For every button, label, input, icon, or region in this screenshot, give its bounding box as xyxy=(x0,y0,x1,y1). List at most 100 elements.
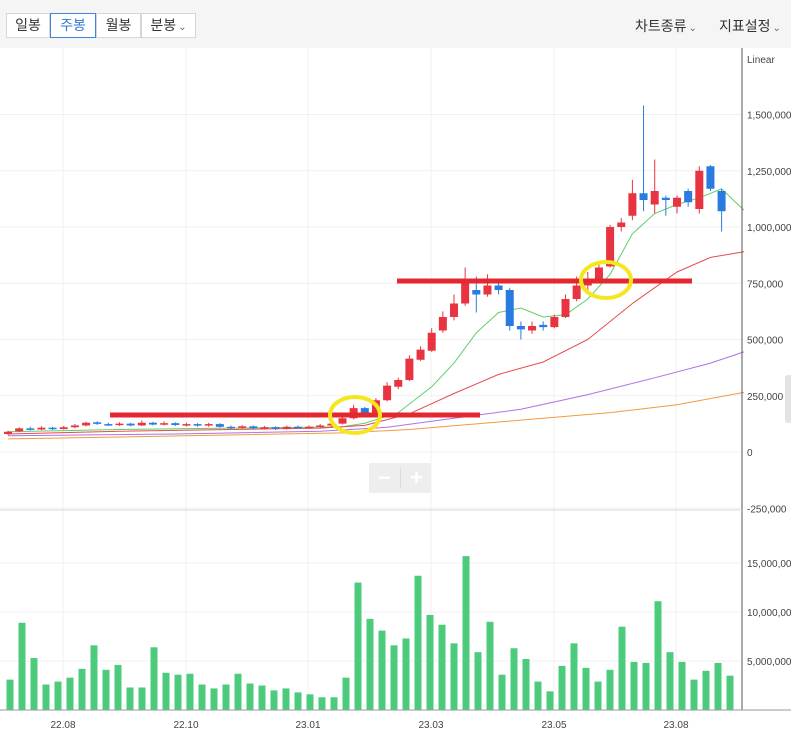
volume-tick-label: 10,000,000 xyxy=(747,608,791,619)
candle-body xyxy=(238,426,247,428)
candle-body xyxy=(427,332,436,351)
date-tick-label: 23.05 xyxy=(541,720,566,731)
volume-series xyxy=(6,556,734,710)
volume-bar xyxy=(714,662,722,710)
volume-bar xyxy=(582,667,590,710)
volume-bar xyxy=(558,665,566,710)
volume-bar xyxy=(30,658,38,710)
volume-tick-label: 5,000,000 xyxy=(747,657,791,668)
candle-body xyxy=(394,380,403,387)
chart-type-menu[interactable]: 차트종류 ⌄ xyxy=(635,15,697,40)
indicator-settings-label: 지표설정 xyxy=(719,18,771,34)
candle-body xyxy=(93,422,102,424)
candle-body xyxy=(148,422,157,425)
volume-bar xyxy=(198,684,206,710)
zoom-out-button[interactable]: − xyxy=(378,465,391,490)
volume-bar xyxy=(726,675,734,710)
candle-body xyxy=(260,427,269,429)
volume-bar xyxy=(18,622,26,710)
volume-bar xyxy=(210,688,218,710)
breakout-circle-annotation xyxy=(579,260,633,300)
volume-bar xyxy=(546,691,554,710)
volume-bar xyxy=(6,679,14,710)
candle-body xyxy=(338,418,347,424)
tab-minute-label: 분봉 xyxy=(150,17,177,33)
stock-chart[interactable]: Linear -250,000 0 250,000 500,000 750,000 1,0… xyxy=(0,48,791,738)
candle-body xyxy=(461,281,470,304)
scroll-handle[interactable] xyxy=(785,375,791,423)
volume-bar xyxy=(414,575,422,710)
candle-body xyxy=(483,285,492,295)
candle-body xyxy=(684,191,693,203)
candle-body xyxy=(305,426,314,429)
date-tick-label: 22.10 xyxy=(173,720,198,731)
candle-body xyxy=(160,423,169,425)
volume-bar xyxy=(342,677,350,710)
volume-bar xyxy=(450,643,458,710)
chart-grid xyxy=(0,48,742,710)
candle-body xyxy=(15,428,24,432)
volume-bar xyxy=(474,652,482,710)
volume-bar xyxy=(690,679,698,710)
candle-body xyxy=(494,285,503,290)
volume-bar xyxy=(42,684,50,710)
candle-body xyxy=(70,425,79,428)
candle-body xyxy=(126,423,135,426)
candle-body xyxy=(572,285,581,299)
volume-bar xyxy=(390,645,398,710)
volume-bar xyxy=(138,687,146,710)
tab-monthly[interactable]: 월봉 xyxy=(96,13,141,38)
ma60-line xyxy=(7,351,745,437)
candle-body xyxy=(673,197,681,207)
candle-body xyxy=(650,191,659,205)
volume-bar xyxy=(330,697,338,710)
chevron-down-icon: ⌄ xyxy=(178,22,187,33)
volume-bar xyxy=(462,556,470,710)
candle-body xyxy=(59,427,68,430)
chart-toolbar: 일봉 주봉 월봉 분봉 ⌄ 차트종류 ⌄ 지표설정 ⌄ xyxy=(0,0,791,48)
candle-body xyxy=(661,197,670,200)
volume-bar xyxy=(594,681,602,710)
tab-weekly[interactable]: 주봉 xyxy=(50,13,96,38)
ma20-line xyxy=(7,251,744,435)
candle-body xyxy=(606,227,615,267)
candle-body xyxy=(695,170,704,209)
price-tick-label: 0 xyxy=(747,448,753,459)
candle-body xyxy=(472,290,481,295)
volume-bar xyxy=(654,601,662,710)
volume-bar xyxy=(270,690,278,710)
indicator-settings-menu[interactable]: 지표설정 ⌄ xyxy=(719,15,781,40)
volume-bar xyxy=(186,673,194,710)
volume-bar xyxy=(522,659,530,710)
date-axis-labels: 22.08 22.10 23.01 23.03 23.05 23.08 xyxy=(50,720,688,731)
volume-bar xyxy=(618,626,626,710)
volume-bar xyxy=(354,582,362,710)
volume-bar xyxy=(642,662,650,710)
volume-bar xyxy=(126,687,134,710)
tab-minute[interactable]: 분봉 ⌄ xyxy=(141,13,196,38)
candle-body xyxy=(360,408,369,414)
candle-body xyxy=(383,385,392,401)
volume-bar xyxy=(102,669,110,710)
price-tick-label: -250,000 xyxy=(747,504,787,515)
price-tick-label: 750,000 xyxy=(747,279,784,290)
volume-bar xyxy=(678,661,686,710)
tab-daily[interactable]: 일봉 xyxy=(6,13,50,38)
date-tick-label: 23.01 xyxy=(295,720,320,731)
candle-body xyxy=(227,426,235,429)
zoom-in-button[interactable]: + xyxy=(410,465,423,490)
candle-body xyxy=(450,303,458,317)
candle-body xyxy=(82,422,91,426)
volume-bar xyxy=(402,638,410,710)
scale-label: Linear xyxy=(747,55,775,66)
candle-body xyxy=(617,222,626,227)
volume-bar xyxy=(606,669,614,710)
date-tick-label: 22.08 xyxy=(50,720,75,731)
volume-bar xyxy=(294,692,302,710)
chart-axes: Linear xyxy=(0,48,791,711)
candle-body xyxy=(137,422,146,426)
volume-bar xyxy=(246,683,254,710)
candle-body xyxy=(115,423,124,426)
zoom-divider xyxy=(400,468,401,488)
volume-bar xyxy=(234,673,242,710)
